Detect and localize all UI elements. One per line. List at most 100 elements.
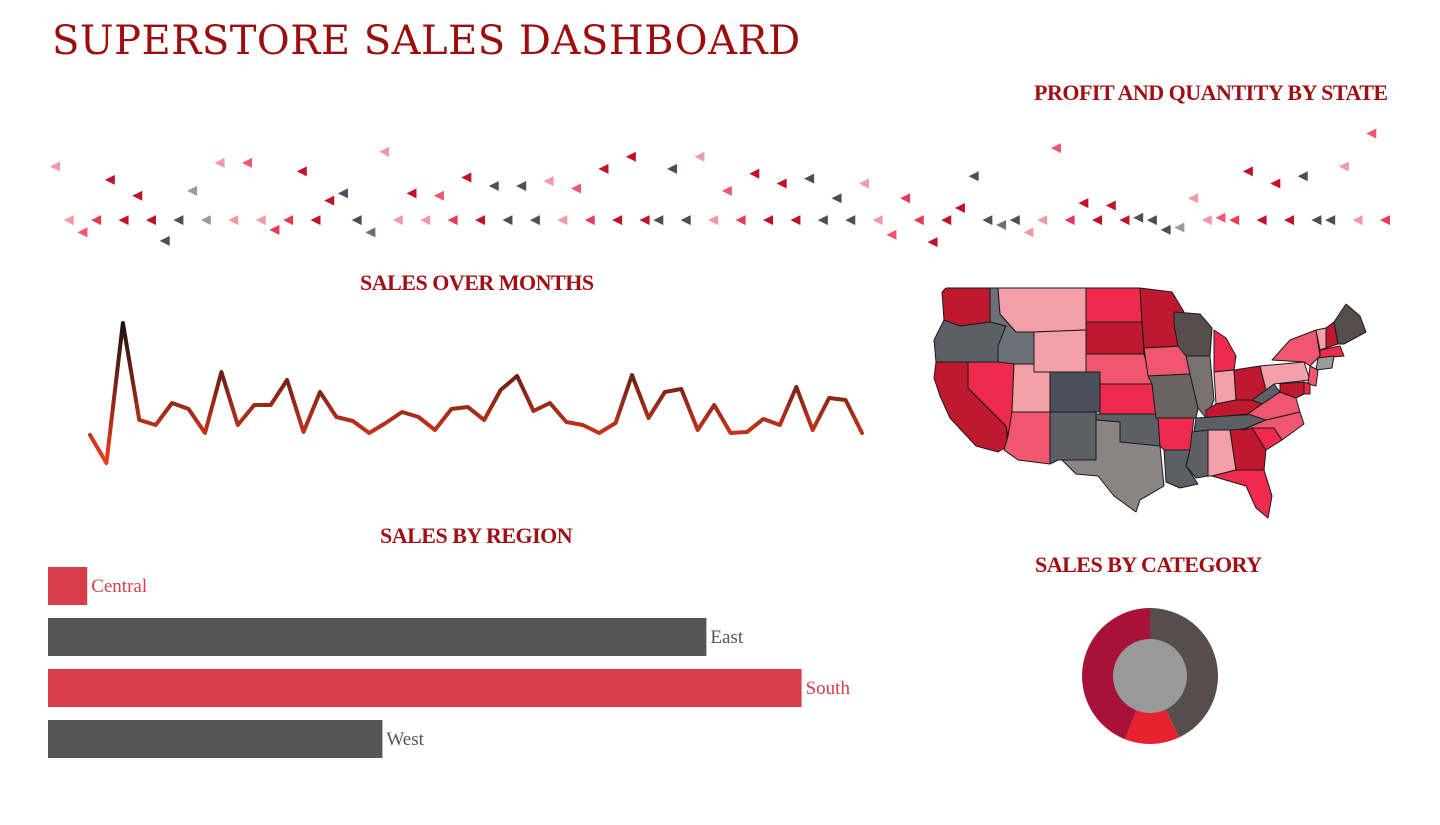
scatter-point-91[interactable] xyxy=(1284,215,1295,226)
scatter-point-44[interactable] xyxy=(639,215,650,226)
scatter-point-90[interactable] xyxy=(1270,178,1281,189)
scatter-point-86[interactable] xyxy=(1215,212,1226,223)
scatter-point-20[interactable] xyxy=(310,215,321,226)
map-state-colorado[interactable] xyxy=(1049,371,1101,413)
scatter-point-11[interactable] xyxy=(187,185,198,196)
map-state-florida[interactable] xyxy=(1211,469,1273,519)
scatter-point-98[interactable] xyxy=(1380,215,1390,226)
scatter-point-23[interactable] xyxy=(351,215,362,226)
scatter-point-5[interactable] xyxy=(104,174,115,185)
scatter-point-26[interactable] xyxy=(392,215,403,226)
scatter-point-33[interactable] xyxy=(488,181,499,191)
scatter-point-88[interactable] xyxy=(1242,166,1253,177)
scatter-point-30[interactable] xyxy=(447,215,458,226)
scatter-point-25[interactable] xyxy=(379,146,390,157)
scatter-point-3[interactable] xyxy=(77,227,88,238)
scatter-point-48[interactable] xyxy=(694,151,705,162)
map-state-north-dakota[interactable] xyxy=(1085,287,1143,323)
scatter-point-17[interactable] xyxy=(269,224,280,235)
map-state-maryland[interactable] xyxy=(1279,381,1305,399)
bar-east[interactable] xyxy=(48,618,707,656)
scatter-point-29[interactable] xyxy=(433,190,444,201)
map-state-oregon[interactable] xyxy=(933,319,1007,363)
scatter-point-49[interactable] xyxy=(708,215,719,226)
scatter-point-41[interactable] xyxy=(598,163,609,174)
bar-south[interactable] xyxy=(48,669,802,707)
scatter-point-73[interactable] xyxy=(1037,215,1048,226)
scatter-point-97[interactable] xyxy=(1366,128,1377,139)
scatter-point-89[interactable] xyxy=(1256,215,1267,226)
scatter-point-82[interactable] xyxy=(1160,224,1171,235)
scatter-point-58[interactable] xyxy=(831,193,842,204)
scatter-point-94[interactable] xyxy=(1325,215,1336,226)
map-state-pennsylvania[interactable] xyxy=(1259,361,1311,391)
scatter-point-31[interactable] xyxy=(461,172,472,183)
scatter-point-19[interactable] xyxy=(296,166,307,177)
scatter-point-24[interactable] xyxy=(365,227,376,238)
sales-over-months-line[interactable] xyxy=(88,321,864,465)
scatter-point-92[interactable] xyxy=(1297,171,1308,182)
scatter-point-61[interactable] xyxy=(872,215,883,226)
map-state-massachusetts[interactable] xyxy=(1319,345,1345,359)
map-state-indiana[interactable] xyxy=(1213,369,1237,405)
scatter-point-46[interactable] xyxy=(667,163,678,174)
scatter-point-57[interactable] xyxy=(817,215,828,226)
scatter-point-51[interactable] xyxy=(735,215,746,226)
scatter-point-53[interactable] xyxy=(762,215,773,226)
bar-central[interactable] xyxy=(48,567,88,605)
scatter-point-37[interactable] xyxy=(543,176,554,187)
scatter-point-65[interactable] xyxy=(927,237,938,248)
map-state-new-jersey[interactable] xyxy=(1307,365,1319,387)
scatter-point-69[interactable] xyxy=(982,215,993,226)
scatter-point-12[interactable] xyxy=(200,215,211,226)
scatter-point-4[interactable] xyxy=(91,215,102,226)
map-state-montana[interactable] xyxy=(997,287,1087,333)
us-state-map[interactable] xyxy=(933,287,1367,519)
map-state-new-mexico[interactable] xyxy=(1049,411,1097,465)
scatter-point-40[interactable] xyxy=(584,215,595,226)
scatter-point-75[interactable] xyxy=(1064,215,1075,226)
scatter-point-67[interactable] xyxy=(954,202,965,213)
scatter-point-13[interactable] xyxy=(214,157,225,168)
map-state-arkansas[interactable] xyxy=(1157,417,1195,451)
scatter-point-32[interactable] xyxy=(475,215,486,226)
scatter-point-16[interactable] xyxy=(255,215,266,226)
scatter-point-34[interactable] xyxy=(502,215,513,226)
scatter-point-79[interactable] xyxy=(1119,215,1130,226)
scatter-point-2[interactable] xyxy=(63,215,74,226)
scatter-point-64[interactable] xyxy=(913,215,924,226)
scatter-point-14[interactable] xyxy=(228,215,239,226)
scatter-point-80[interactable] xyxy=(1133,212,1144,223)
map-state-michigan[interactable] xyxy=(1213,329,1237,373)
map-state-new-york[interactable] xyxy=(1271,329,1321,367)
scatter-point-59[interactable] xyxy=(845,215,856,226)
scatter-point-55[interactable] xyxy=(790,215,801,226)
scatter-point-36[interactable] xyxy=(529,215,540,226)
map-state-connecticut[interactable] xyxy=(1315,355,1335,371)
map-state-missouri[interactable] xyxy=(1147,373,1199,419)
map-state-south-dakota[interactable] xyxy=(1085,321,1145,355)
scatter-point-87[interactable] xyxy=(1229,215,1240,226)
scatter-point-15[interactable] xyxy=(241,157,252,168)
scatter-point-47[interactable] xyxy=(680,215,691,226)
scatter-point-96[interactable] xyxy=(1352,215,1363,226)
scatter-point-66[interactable] xyxy=(941,215,952,226)
map-state-washington[interactable] xyxy=(941,287,991,327)
scatter-point-76[interactable] xyxy=(1078,198,1089,209)
map-state-kansas[interactable] xyxy=(1099,383,1157,415)
scatter-point-85[interactable] xyxy=(1201,215,1212,226)
scatter-point-63[interactable] xyxy=(900,193,911,204)
scatter-point-18[interactable] xyxy=(283,215,294,226)
bar-west[interactable] xyxy=(48,720,383,758)
scatter-point-7[interactable] xyxy=(132,190,143,201)
scatter-point-62[interactable] xyxy=(886,229,897,240)
scatter-point-54[interactable] xyxy=(776,178,787,189)
map-state-maine[interactable] xyxy=(1333,303,1367,345)
scatter-point-72[interactable] xyxy=(1023,227,1034,238)
scatter-point-77[interactable] xyxy=(1092,215,1103,226)
scatter-point-39[interactable] xyxy=(571,183,582,194)
scatter-point-84[interactable] xyxy=(1188,193,1199,204)
scatter-point-74[interactable] xyxy=(1050,143,1061,154)
scatter-point-9[interactable] xyxy=(159,235,170,246)
scatter-point-95[interactable] xyxy=(1338,161,1349,172)
